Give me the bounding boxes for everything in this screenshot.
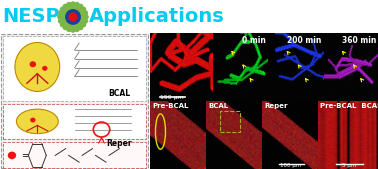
Text: Reper: Reper bbox=[107, 139, 132, 148]
Text: BCAL: BCAL bbox=[108, 89, 130, 98]
Bar bbox=[220, 111, 240, 132]
Circle shape bbox=[83, 14, 89, 20]
Text: 0 min: 0 min bbox=[242, 36, 266, 45]
FancyBboxPatch shape bbox=[2, 34, 148, 168]
Text: 100 μm: 100 μm bbox=[280, 163, 302, 168]
Circle shape bbox=[82, 18, 88, 24]
Text: =: = bbox=[21, 151, 28, 160]
Circle shape bbox=[65, 9, 81, 25]
Text: BCAL: BCAL bbox=[208, 103, 229, 109]
Circle shape bbox=[8, 152, 16, 159]
Circle shape bbox=[60, 22, 65, 27]
Circle shape bbox=[70, 27, 76, 33]
Text: 200 min: 200 min bbox=[287, 36, 321, 45]
Circle shape bbox=[68, 12, 77, 22]
Circle shape bbox=[42, 66, 48, 71]
Circle shape bbox=[57, 14, 63, 20]
Text: 360 min: 360 min bbox=[342, 36, 377, 45]
Circle shape bbox=[78, 4, 84, 9]
Text: 5 μm: 5 μm bbox=[342, 163, 356, 168]
FancyBboxPatch shape bbox=[3, 36, 146, 101]
Circle shape bbox=[74, 27, 80, 32]
Circle shape bbox=[78, 25, 84, 30]
Text: Pre-BCAL: Pre-BCAL bbox=[153, 103, 189, 109]
Circle shape bbox=[81, 22, 86, 27]
FancyBboxPatch shape bbox=[3, 104, 146, 139]
FancyBboxPatch shape bbox=[3, 142, 146, 168]
Circle shape bbox=[60, 7, 65, 12]
Ellipse shape bbox=[15, 42, 60, 91]
Circle shape bbox=[70, 1, 76, 7]
Circle shape bbox=[62, 6, 84, 28]
Circle shape bbox=[74, 2, 80, 7]
Text: Pre-BCAL  BCAL: Pre-BCAL BCAL bbox=[320, 103, 378, 109]
Text: NESPN: NESPN bbox=[2, 7, 76, 27]
Text: 150 μm: 150 μm bbox=[161, 95, 184, 100]
Text: Applications: Applications bbox=[89, 7, 225, 27]
Circle shape bbox=[30, 118, 36, 123]
Circle shape bbox=[81, 7, 86, 12]
Circle shape bbox=[58, 18, 64, 24]
Circle shape bbox=[62, 4, 68, 9]
Circle shape bbox=[66, 2, 72, 7]
Circle shape bbox=[82, 10, 88, 16]
Circle shape bbox=[29, 61, 36, 67]
Circle shape bbox=[62, 25, 68, 30]
Circle shape bbox=[58, 10, 64, 16]
Circle shape bbox=[66, 27, 72, 32]
Text: Reper: Reper bbox=[264, 103, 288, 109]
Ellipse shape bbox=[16, 109, 58, 134]
